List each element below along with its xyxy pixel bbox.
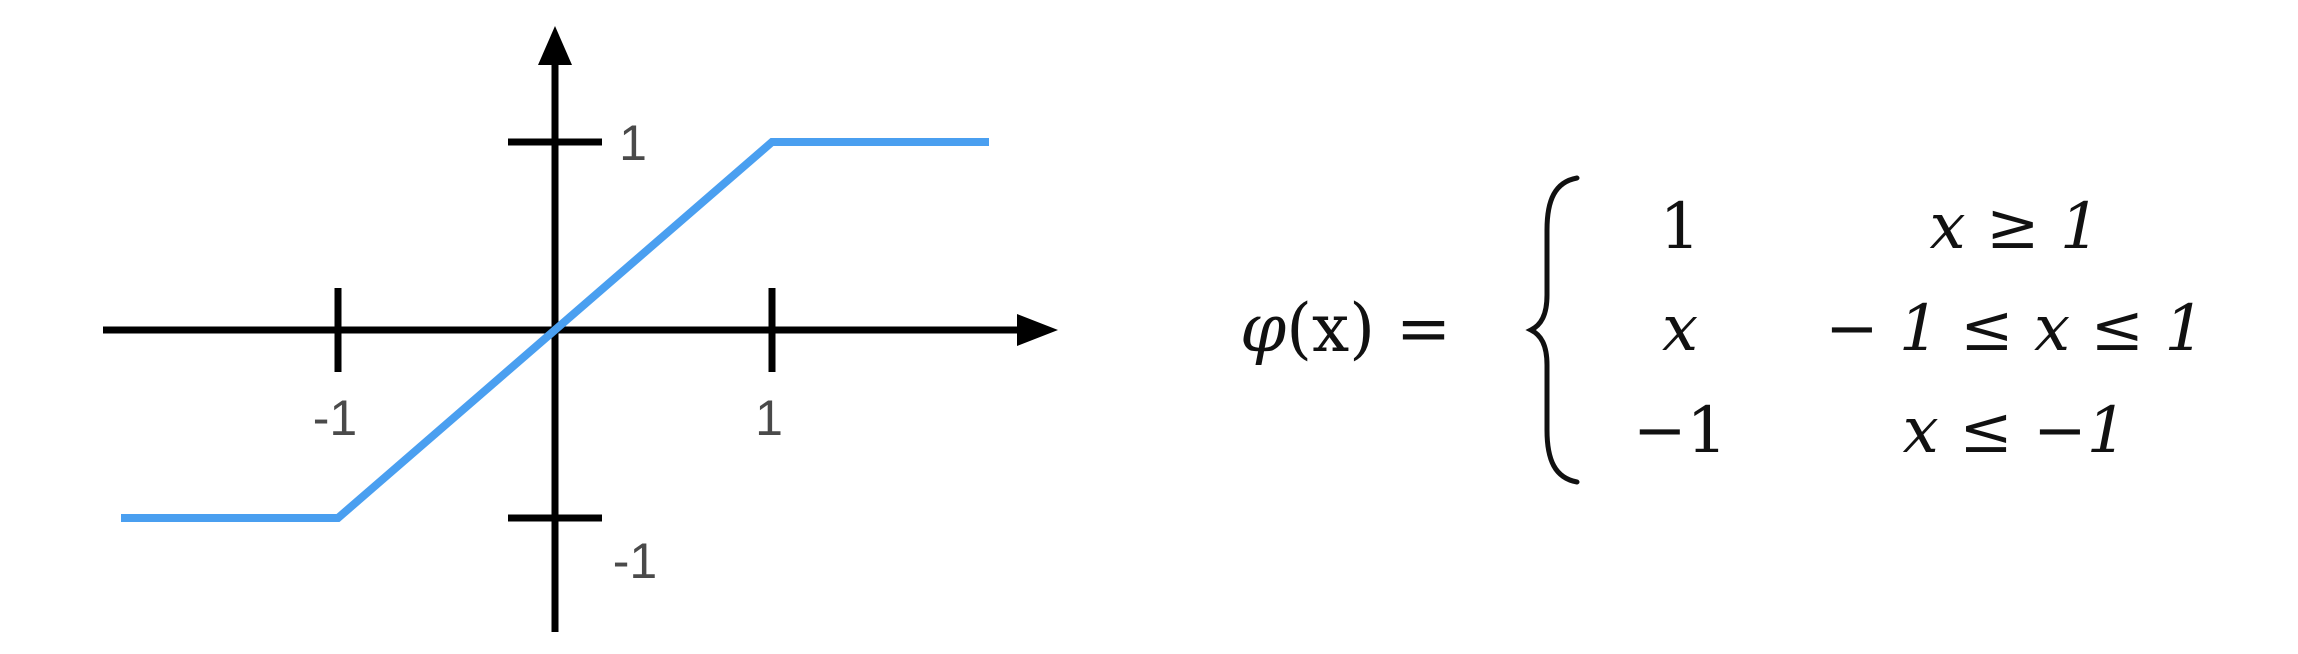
- x-tick-label: 1: [755, 390, 783, 446]
- case-3-value: −1: [1632, 394, 1728, 468]
- function-argument: (x) =: [1286, 290, 1452, 367]
- y-axis-arrowhead: [538, 26, 572, 65]
- series-line: [121, 138, 989, 522]
- function-symbol: φ: [1240, 290, 1287, 367]
- x-axis-arrowhead: [1017, 314, 1058, 346]
- piecewise-formula: φ(x) = 1 x ≥ 1 x − 1 ≤ x ≤ 1 −1 x ≤ −1: [1240, 170, 2250, 490]
- left-brace: [1525, 175, 1580, 485]
- y-tick-label: 1: [619, 115, 647, 171]
- case-1-condition: x ≥ 1: [1929, 190, 2101, 264]
- piecewise-linear-graph: -1 1 -1 1: [103, 26, 1058, 632]
- x-tick-label: -1: [313, 390, 357, 446]
- formula-lhs: φ(x) =: [1240, 290, 1451, 367]
- case-2-value: x: [1661, 292, 1699, 366]
- y-tick-label: -1: [613, 533, 657, 589]
- case-1-value: 1: [1659, 190, 1701, 264]
- case-3-condition: x ≤ −1: [1902, 394, 2128, 468]
- case-2-condition: − 1 ≤ x ≤ 1: [1824, 292, 2206, 366]
